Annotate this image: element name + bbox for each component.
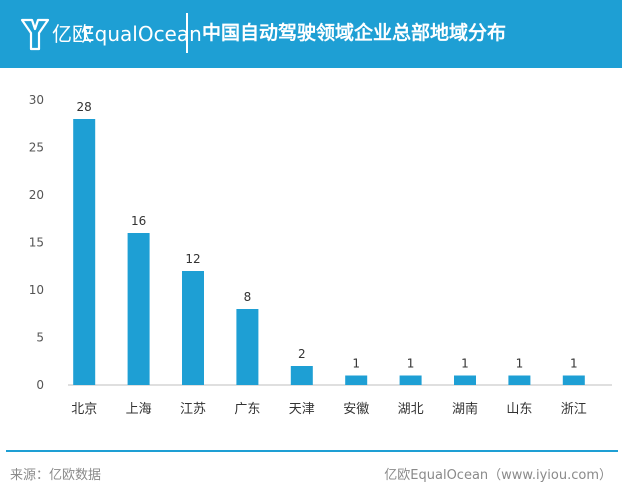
data-label: 1 [516, 357, 524, 371]
bar [73, 119, 96, 385]
footer-divider [6, 450, 618, 452]
x-tick-label: 上海 [126, 402, 152, 417]
bar [399, 375, 422, 385]
yiou-logo-icon [20, 18, 50, 51]
x-tick-label: 江苏 [180, 401, 206, 417]
data-label: 2 [298, 347, 306, 361]
bar [454, 375, 476, 385]
x-tick-label: 湖南 [452, 401, 478, 417]
data-label: 16 [131, 214, 146, 228]
x-tick-label: 湖北 [398, 402, 424, 417]
y-tick-label: 20 [29, 188, 44, 202]
y-tick-label: 0 [36, 378, 44, 392]
bar [236, 309, 259, 385]
data-label: 8 [244, 290, 252, 304]
x-tick-label: 山东 [506, 402, 532, 417]
x-tick-label: 天津 [289, 402, 315, 417]
data-label: 1 [570, 357, 578, 371]
data-label: 1 [407, 357, 415, 371]
bar [508, 375, 531, 385]
bar [290, 366, 313, 385]
header-banner: 亿欧 EqualOcean 中国自动驾驶领域企业总部地域分布 [0, 0, 622, 68]
x-tick-label: 浙江 [561, 402, 587, 417]
bar [345, 375, 368, 385]
y-tick-label: 30 [29, 93, 44, 107]
y-tick-label: 10 [29, 283, 44, 297]
data-label: 1 [461, 357, 469, 371]
data-label: 1 [352, 357, 360, 371]
x-tick-label: 北京 [71, 402, 97, 417]
x-tick-label: 广东 [234, 402, 260, 417]
bar [182, 271, 204, 385]
logo-english-text: EqualOcean [82, 22, 202, 46]
data-label: 28 [77, 100, 92, 114]
bar [562, 375, 585, 385]
header-divider [186, 13, 188, 53]
source-note: 来源：亿欧数据 [10, 468, 102, 483]
y-tick-label: 5 [36, 331, 44, 345]
y-tick-label: 15 [29, 236, 44, 250]
page-title: 中国自动驾驶领域企业总部地域分布 [202, 22, 507, 44]
bar-chart: 0 5 10 15 20 25 30 28 北京 16 上海 12 江苏 8 广东 2 天津 1 安徽 1 湖北 1 湖南 1… [29, 93, 612, 417]
logo-chinese-text: 亿欧 [52, 22, 92, 46]
bar [127, 233, 150, 385]
y-tick-label: 25 [29, 141, 44, 155]
data-label: 12 [185, 252, 200, 266]
brand-url-note: 亿欧EqualOcean（www.iyiou.com） [384, 468, 612, 483]
x-tick-label: 安徽 [343, 402, 369, 417]
